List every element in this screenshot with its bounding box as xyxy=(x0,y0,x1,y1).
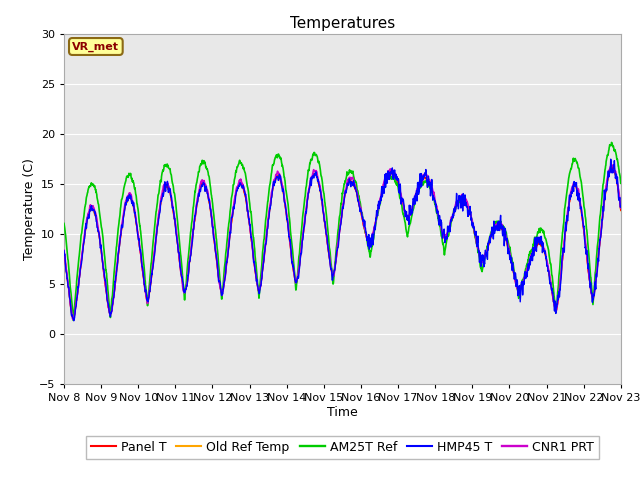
Text: VR_met: VR_met xyxy=(72,41,119,52)
Title: Temperatures: Temperatures xyxy=(290,16,395,31)
Y-axis label: Temperature (C): Temperature (C) xyxy=(23,158,36,260)
X-axis label: Time: Time xyxy=(327,406,358,419)
Legend: Panel T, Old Ref Temp, AM25T Ref, HMP45 T, CNR1 PRT: Panel T, Old Ref Temp, AM25T Ref, HMP45 … xyxy=(86,436,599,459)
